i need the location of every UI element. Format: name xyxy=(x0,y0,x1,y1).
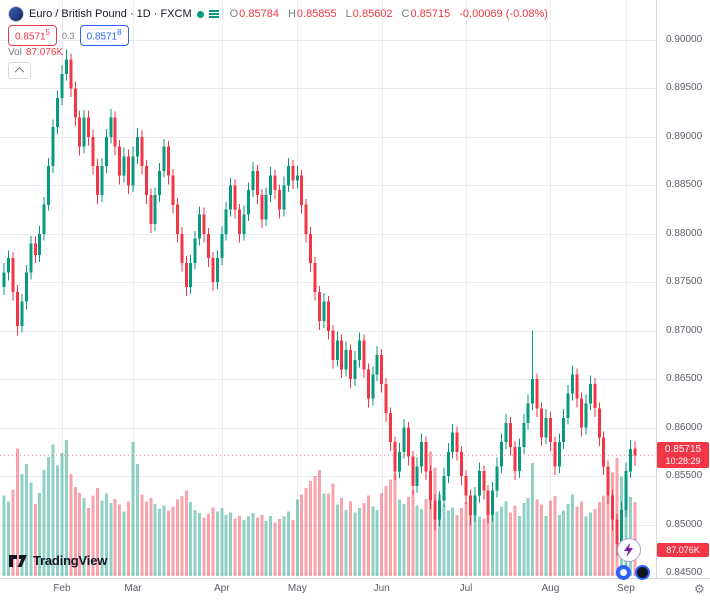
buy-price: 0.8571 xyxy=(86,31,118,43)
tradingview-mark-icon xyxy=(9,554,27,567)
price-tick-label: 0.85000 xyxy=(666,518,703,530)
quick-trade-button[interactable] xyxy=(617,538,641,562)
symbol-logo-icon xyxy=(8,6,24,22)
spread-value: 0.3 xyxy=(62,30,75,41)
change-value: -0.00069 (-0.08%) xyxy=(459,8,548,20)
volume-value: 87.076K xyxy=(25,47,64,58)
symbol-legend: Euro / British Pound · 1D · FXCM O 0.857… xyxy=(8,6,548,22)
close-label: C xyxy=(401,8,410,20)
open-label: O xyxy=(229,8,239,20)
sell-button[interactable]: 0.85715 xyxy=(8,25,58,47)
time-tick-label: Mar xyxy=(124,583,142,594)
price-tick-label: 0.86500 xyxy=(666,373,703,385)
candles xyxy=(2,49,637,556)
volume-legend: Vol 87.076K xyxy=(8,47,63,58)
price-tick-label: 0.87000 xyxy=(666,324,703,336)
ohlc-close: C 0.85715 xyxy=(402,8,451,20)
bar-countdown: 10:28:29 xyxy=(665,456,701,467)
time-tick-label: Jun xyxy=(373,583,390,594)
tradingview-logo-text: TradingView xyxy=(33,553,108,568)
tradingview-logo[interactable]: TradingView xyxy=(8,553,107,568)
price-tick-label: 0.88500 xyxy=(666,179,703,191)
buy-button[interactable]: 0.85718 xyxy=(79,25,129,47)
last-price-value: 0.85715 xyxy=(664,444,702,456)
time-axis[interactable]: Feb Mar Apr May Jun Jul Aug Sep xyxy=(0,578,710,600)
high-value: 0.85855 xyxy=(296,8,337,20)
ohlc-high: H 0.85855 xyxy=(288,8,337,20)
low-value: 0.85602 xyxy=(352,8,393,20)
price-tick-label: 0.89500 xyxy=(666,82,703,94)
volume-axis-label: 87.076K xyxy=(657,543,709,557)
price-axis[interactable]: 0.90000 0.89500 0.89000 0.88500 0.88000 0.875… xyxy=(656,0,710,578)
chevron-up-icon xyxy=(14,66,25,77)
price-tick-label: 0.85500 xyxy=(666,470,703,482)
quote-row: 0.85715 0.3 0.85718 xyxy=(8,25,129,47)
last-price-axis-label: 0.85715 10:28:29 xyxy=(657,442,709,469)
sell-price: 0.8571 xyxy=(15,31,46,43)
time-tick-label: Aug xyxy=(541,583,560,594)
gear-icon[interactable]: ⚙ xyxy=(694,582,705,596)
lightning-icon xyxy=(624,543,633,557)
buy-pip: 8 xyxy=(117,28,122,37)
price-tick-label: 0.86000 xyxy=(666,421,703,433)
price-tick-label: 0.88000 xyxy=(666,227,703,239)
legend-menu-icon[interactable] xyxy=(208,10,219,12)
price-tick-label: 0.89000 xyxy=(666,130,703,142)
price-tick-label: 0.90000 xyxy=(666,34,703,45)
high-label: H xyxy=(287,8,296,20)
close-value: 0.85715 xyxy=(410,8,451,20)
volume-label: Vol xyxy=(8,47,22,58)
price-tick-label: 0.87500 xyxy=(666,276,703,288)
broker-connect-button[interactable] xyxy=(616,565,631,580)
symbol-title[interactable]: Euro / British Pound · 1D · FXCM xyxy=(29,8,192,20)
market-status-icon[interactable] xyxy=(196,10,204,18)
low-label: L xyxy=(345,8,352,20)
sell-pip: 5 xyxy=(45,28,51,37)
open-value: 0.85784 xyxy=(239,8,279,20)
time-tick-label: Jul xyxy=(459,583,473,594)
time-tick-label: Apr xyxy=(214,583,230,594)
volume-bars xyxy=(2,440,637,576)
time-tick-label: Sep xyxy=(616,583,635,594)
ohlc-open: O 0.85784 xyxy=(230,8,279,20)
time-tick-label: Feb xyxy=(53,583,71,594)
time-tick-label: May xyxy=(287,583,307,594)
account-button[interactable] xyxy=(635,565,650,580)
collapse-legend-button[interactable] xyxy=(8,62,31,79)
grid-lines xyxy=(0,0,656,578)
candlestick-chart[interactable] xyxy=(0,0,656,578)
ohlc-low: L 0.85602 xyxy=(346,8,393,20)
price-tick-label: 0.84500 xyxy=(666,567,703,578)
